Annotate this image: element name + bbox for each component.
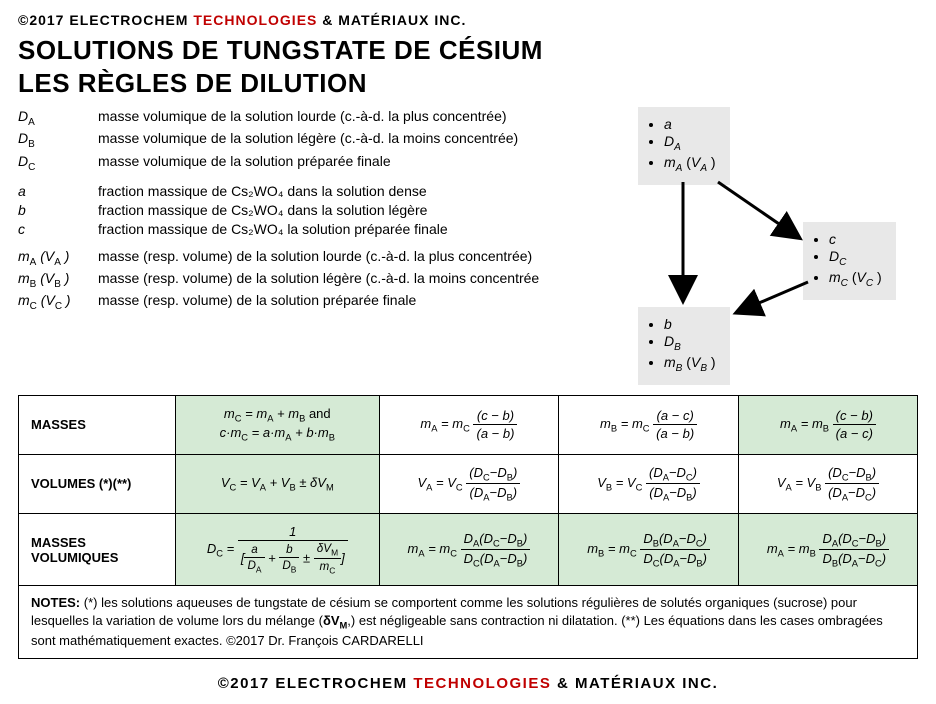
copy-suffix: & MATÉRIAUX INC. <box>551 675 718 692</box>
def-line: mA (VA )masse (resp. volume) de la solut… <box>18 247 588 269</box>
notes: NOTES: (*) les solutions aqueuses de tun… <box>18 586 918 658</box>
def-group-3: mA (VA )masse (resp. volume) de la solut… <box>18 247 588 314</box>
copy-tech: TECHNOLOGIES <box>193 12 317 28</box>
def-line: mB (VB )masse (resp. volume) de la solut… <box>18 269 588 291</box>
cell: mC = mA + mB and c·mC = a·mA + b·mB <box>176 396 380 455</box>
row-label: MASSES VOLUMIQUES <box>19 513 176 586</box>
cell: VA = VB (DC−DB)(DA−DC) <box>738 454 917 513</box>
row-label: VOLUMES (*)(**) <box>19 454 176 513</box>
page-title: SOLUTIONS DE TUNGSTATE DE CÉSIUM LES RÈG… <box>18 34 918 99</box>
def-line: bfraction massique de Cs₂WO₄ dans la sol… <box>18 201 588 220</box>
top-row: DAmasse volumique de la solution lourde … <box>18 107 918 387</box>
copyright-bottom: ©2017 ELECTROCHEM TECHNOLOGIES & MATÉRIA… <box>18 675 918 692</box>
copy-prefix: ©2017 ELECTROCHEM <box>218 675 414 692</box>
cell: mB = mC (a − c)(a − b) <box>559 396 739 455</box>
formula-table: MASSES mC = mA + mB and c·mC = a·mA + b·… <box>18 395 918 586</box>
cell: mA = mB (c − b)(a − c) <box>738 396 917 455</box>
title-line-2: LES RÈGLES DE DILUTION <box>18 67 918 100</box>
cell: VA = VC (DC−DB)(DA−DB) <box>379 454 559 513</box>
def-line: mC (VC )masse (resp. volume) de la solut… <box>18 291 588 313</box>
table-row: MASSES VOLUMIQUES DC = 1 [aDA + bDB ± δV… <box>19 513 918 586</box>
definitions: DAmasse volumique de la solution lourde … <box>18 107 588 387</box>
mixing-diagram: a DA mA (VA ) b DB mB (VB ) c DC mC (VC … <box>608 107 918 387</box>
def-line: DCmasse volumique de la solution préparé… <box>18 152 588 174</box>
copy-tech: TECHNOLOGIES <box>413 675 551 692</box>
table-row: VOLUMES (*)(**) VC = VA + VB ± δVM VA = … <box>19 454 918 513</box>
def-group-2: afraction massique de Cs₂WO₄ dans la sol… <box>18 182 588 239</box>
row-label: MASSES <box>19 396 176 455</box>
cell: mA = mB DA(DC−DB)DB(DA−DC) <box>738 513 917 586</box>
def-line: afraction massique de Cs₂WO₄ dans la sol… <box>18 182 588 201</box>
title-line-1: SOLUTIONS DE TUNGSTATE DE CÉSIUM <box>18 34 918 67</box>
cell: mA = mC DA(DC−DB)DC(DA−DB) <box>379 513 559 586</box>
copyright-top: ©2017 ELECTROCHEM TECHNOLOGIES & MATÉRIA… <box>18 12 918 28</box>
def-line: DBmasse volumique de la solution légère … <box>18 129 588 151</box>
diagram-arrows <box>608 107 918 387</box>
def-line: cfraction massique de Cs₂WO₄ la solution… <box>18 220 588 239</box>
cell: mB = mC DB(DA−DC)DC(DA−DB) <box>559 513 739 586</box>
cell: mA = mC (c − b)(a − b) <box>379 396 559 455</box>
copy-prefix: ©2017 ELECTROCHEM <box>18 12 193 28</box>
def-group-1: DAmasse volumique de la solution lourde … <box>18 107 588 174</box>
copy-suffix: & MATÉRIAUX INC. <box>317 12 466 28</box>
cell: VC = VA + VB ± δVM <box>176 454 380 513</box>
cell: VB = VC (DA−DC)(DA−DB) <box>559 454 739 513</box>
def-line: DAmasse volumique de la solution lourde … <box>18 107 588 129</box>
cell: DC = 1 [aDA + bDB ± δVMmC] <box>176 513 380 586</box>
table-row: MASSES mC = mA + mB and c·mC = a·mA + b·… <box>19 396 918 455</box>
